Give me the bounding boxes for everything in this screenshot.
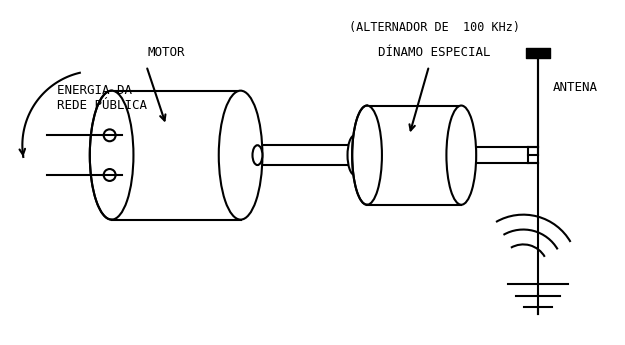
Bar [367, 106, 461, 205]
Ellipse shape [253, 145, 262, 165]
Text: REDE PÚBLICA: REDE PÚBLICA [57, 99, 147, 112]
Bar [112, 91, 241, 220]
Circle shape [104, 169, 116, 181]
Text: MOTOR: MOTOR [148, 46, 185, 59]
Circle shape [104, 129, 116, 141]
Bar [258, 145, 354, 165]
Bar [476, 147, 528, 163]
Bar [354, 135, 391, 175]
Ellipse shape [219, 91, 262, 220]
Ellipse shape [352, 106, 382, 205]
Ellipse shape [348, 135, 362, 175]
Text: ANTENA: ANTENA [553, 81, 598, 93]
Text: ENERGIA DA: ENERGIA DA [57, 84, 132, 97]
Ellipse shape [446, 106, 476, 205]
Text: (ALTERNADOR DE  100 KHz): (ALTERNADOR DE 100 KHz) [349, 21, 519, 34]
Text: DÍNAMO ESPECIAL: DÍNAMO ESPECIAL [378, 46, 490, 59]
Ellipse shape [90, 91, 134, 220]
